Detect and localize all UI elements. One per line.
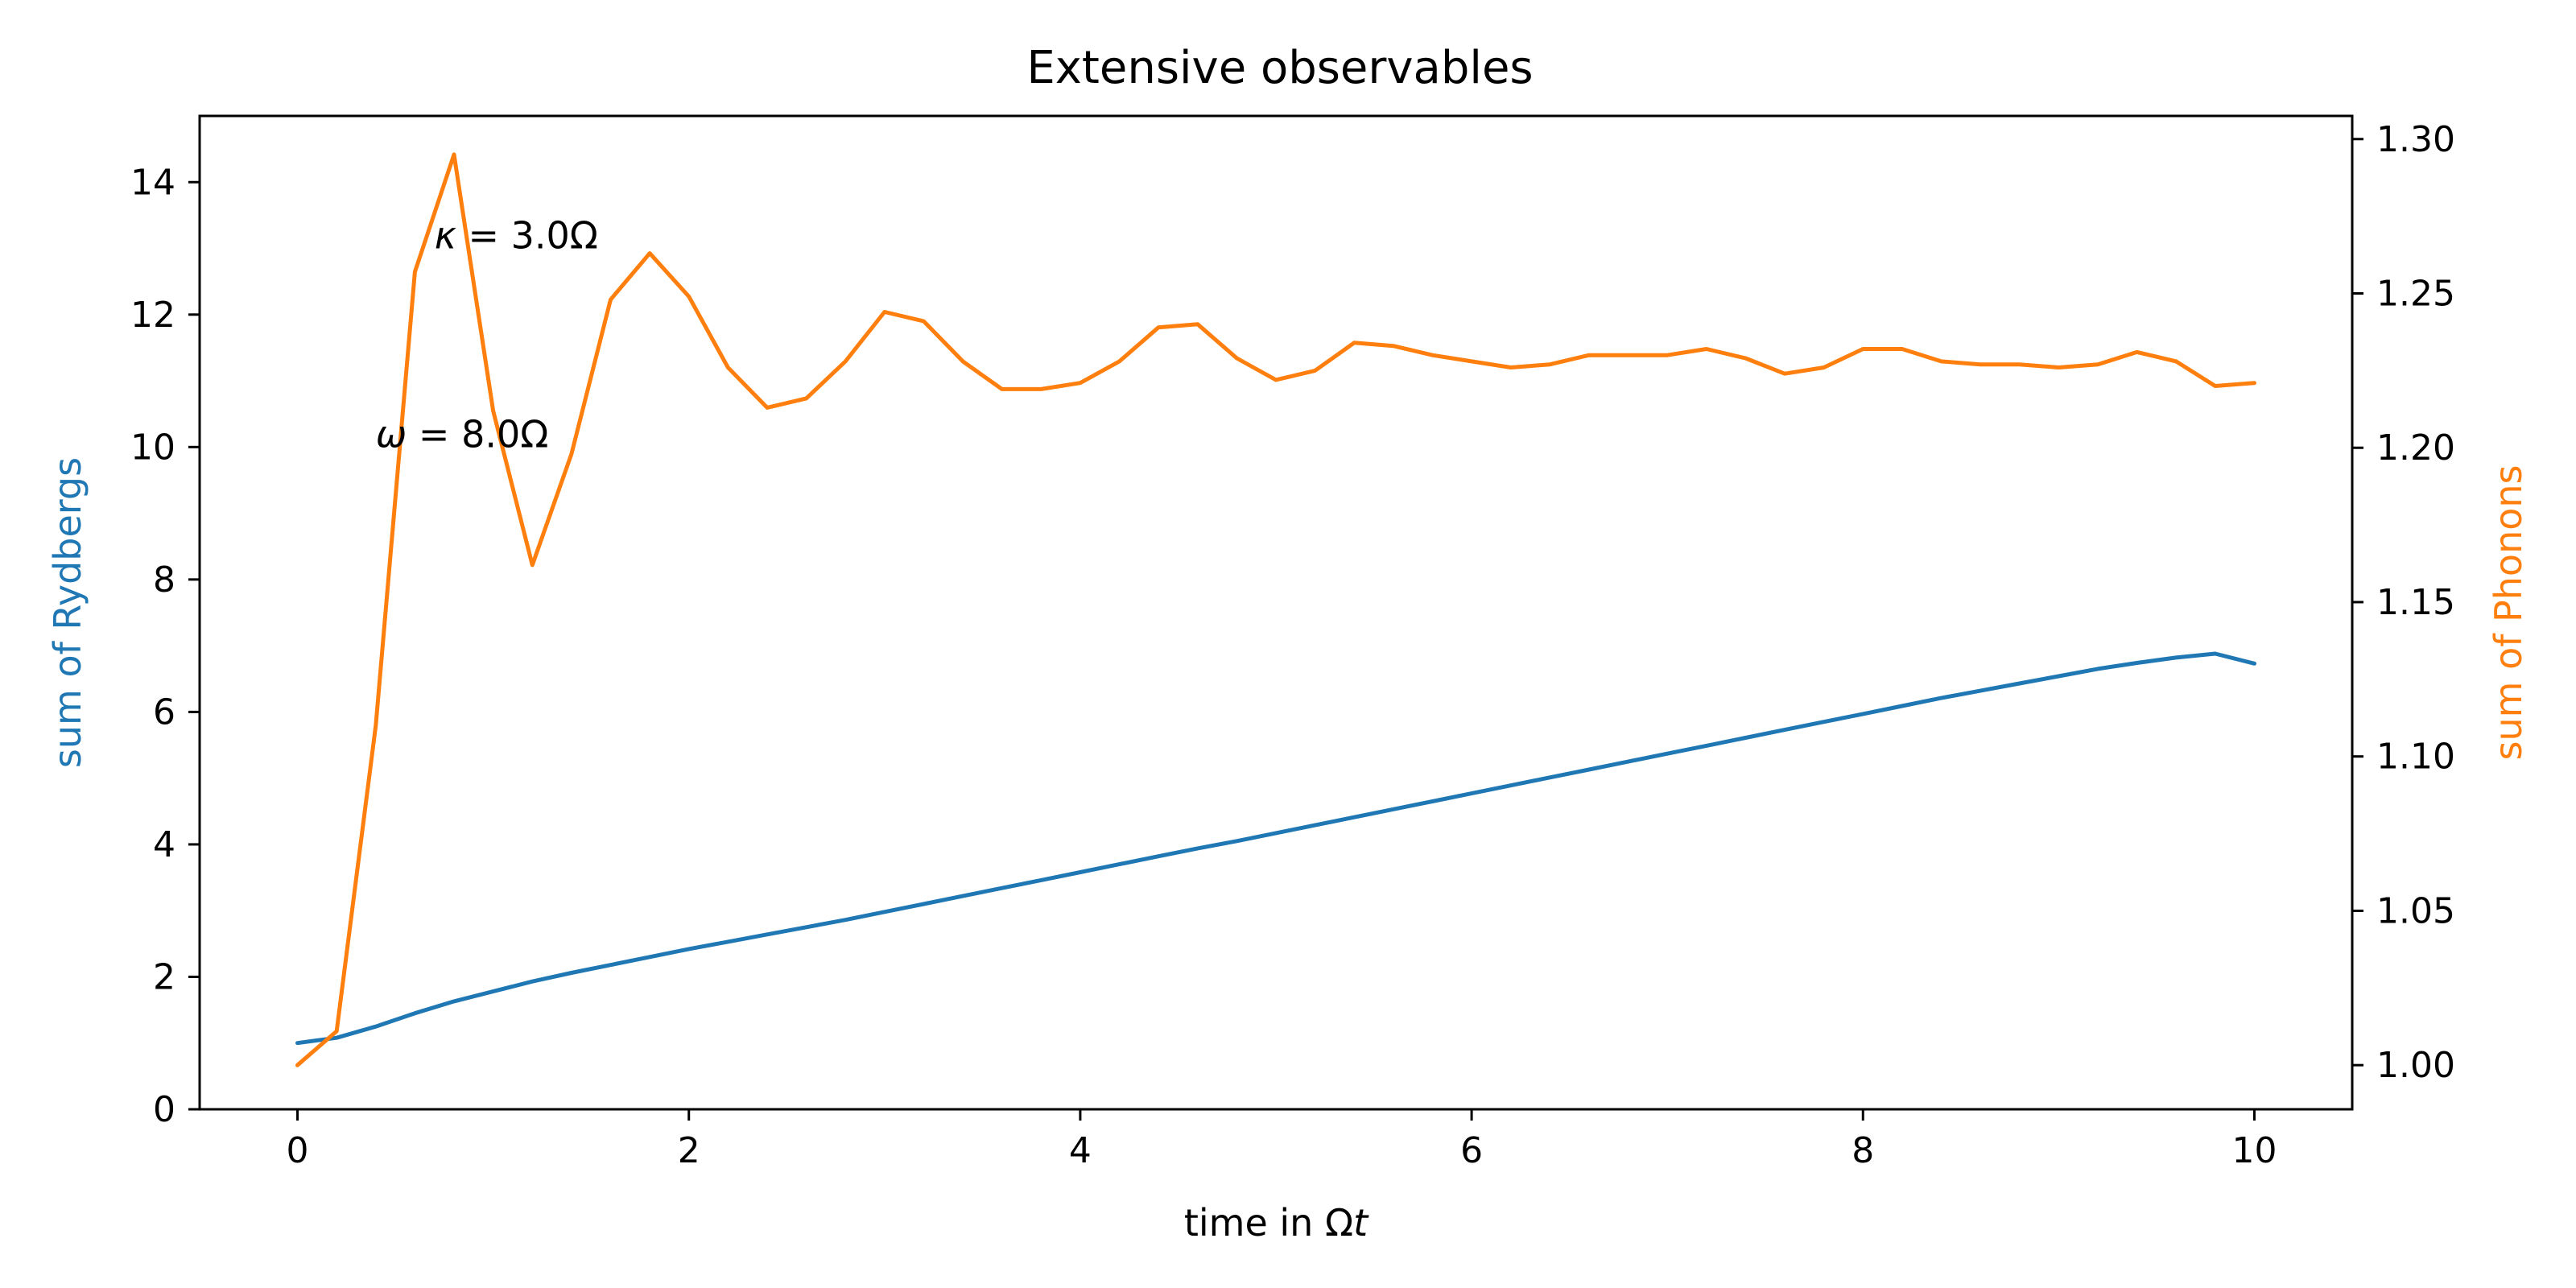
x-tick-label: 6: [1460, 1130, 1483, 1171]
x-tick-label: 10: [2231, 1130, 2277, 1171]
axes-ticks: 0 2 4 6 8 10 0 2 4 6 8 10 12 14 1.00 1.05 1.10 1.15 1.20 1.…: [130, 119, 2455, 1171]
left-y-tick-label: 10: [130, 427, 175, 468]
left-y-axis-label: sum of Rydbergs: [46, 457, 89, 768]
axes-frame: [198, 114, 2354, 1111]
plot-area: [295, 152, 2256, 1067]
annotation-kappa: κ = 3.0Ω: [435, 214, 598, 258]
x-tick-label: 8: [1852, 1130, 1874, 1171]
x-axis-label: time in Ωt: [1184, 1201, 1369, 1245]
x-axis-label-prefix: time in: [1184, 1201, 1325, 1245]
rydbergs-series-line: [295, 651, 2256, 1046]
annotation-omega: ω = 8.0Ω: [376, 412, 549, 456]
left-y-tick-label: 2: [153, 956, 175, 997]
right-y-tick-label: 1.10: [2376, 737, 2455, 778]
annotation-omega-value: = 8.0Ω: [407, 412, 548, 456]
x-tick-label: 4: [1069, 1130, 1092, 1171]
left-y-tick-label: 0: [153, 1089, 175, 1130]
right-y-tick-label: 1.15: [2376, 582, 2455, 623]
left-y-tick-label: 6: [153, 691, 175, 733]
left-y-tick-label: 12: [130, 295, 175, 336]
annotation-kappa-symbol: κ: [435, 214, 456, 258]
chart-title: Extensive observables: [1026, 42, 1533, 94]
right-y-tick-label: 1.00: [2376, 1045, 2455, 1086]
phonons-series-line: [295, 152, 2256, 1067]
x-axis-label-omega: Ω: [1325, 1201, 1353, 1245]
right-y-tick-label: 1.25: [2376, 273, 2455, 314]
right-y-tick-label: 1.05: [2376, 890, 2455, 931]
annotation-kappa-value: = 3.0Ω: [456, 214, 598, 258]
right-y-axis-label: sum of Phonons: [2487, 465, 2530, 761]
left-y-tick-label: 14: [130, 162, 175, 203]
right-y-tick-label: 1.30: [2376, 119, 2455, 160]
x-tick-label: 2: [678, 1130, 700, 1171]
left-y-tick-label: 8: [153, 559, 175, 601]
annotation-omega-symbol: ω: [376, 412, 407, 456]
right-y-tick-label: 1.20: [2376, 427, 2455, 469]
left-y-tick-label: 4: [153, 824, 175, 865]
x-axis-label-t: t: [1353, 1201, 1369, 1245]
x-tick-label: 0: [287, 1130, 309, 1171]
